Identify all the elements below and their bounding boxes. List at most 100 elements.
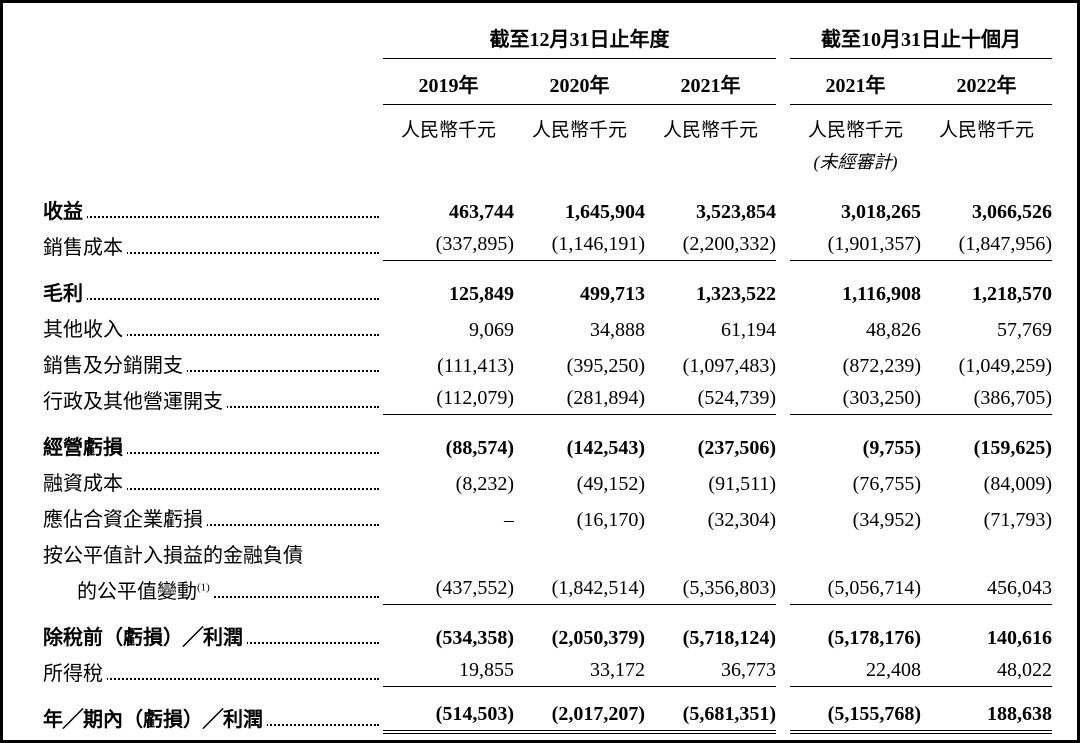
row-label: 銷售成本 bbox=[43, 237, 127, 259]
row-value: (1,842,514) bbox=[514, 568, 645, 604]
row-value: (395,250) bbox=[514, 342, 645, 378]
row-value: 140,616 bbox=[921, 614, 1052, 650]
row-value: (49,152) bbox=[514, 460, 645, 496]
row-value: 125,849 bbox=[383, 270, 514, 306]
row-label: 應佔合資企業虧損 bbox=[43, 509, 207, 531]
row-value: (337,895) bbox=[383, 224, 514, 260]
unit-col-0: 人民幣千元 bbox=[401, 120, 496, 141]
table-row: 行政及其他營運開支(112,079)(281,894)(524,739)(303… bbox=[43, 378, 1052, 414]
row-value: 22,408 bbox=[790, 650, 921, 686]
table-row: 的公平值變動(1)(437,552)(1,842,514)(5,356,803)… bbox=[43, 568, 1052, 604]
table-row: 銷售及分銷開支(111,413)(395,250)(1,097,483)(872… bbox=[43, 342, 1052, 378]
row-label: 融資成本 bbox=[43, 473, 127, 495]
row-value: 34,888 bbox=[514, 306, 645, 342]
row-value: (111,413) bbox=[383, 342, 514, 378]
row-value: 188,638 bbox=[921, 696, 1052, 732]
row-label-cell: 年╱期內（虧損）╱利潤 bbox=[43, 696, 383, 732]
row-value: 1,218,570 bbox=[921, 270, 1052, 306]
row-label: 毛利 bbox=[43, 283, 87, 305]
row-value bbox=[921, 532, 1052, 568]
row-value: 48,022 bbox=[921, 650, 1052, 686]
row-label: 經營虧損 bbox=[43, 437, 127, 459]
year-col-2: 2021年 bbox=[681, 75, 741, 97]
table-row: 融資成本 (8,232)(49,152)(91,511) (76,755)(84,0… bbox=[43, 460, 1052, 496]
row-label-cell: 經營虧損 bbox=[43, 424, 383, 460]
period-header-row: 截至12月31日止年度 截至10月31日止十個月 bbox=[43, 23, 1052, 59]
period-header-1: 截至12月31日止年度 bbox=[490, 29, 670, 51]
row-value: 1,323,522 bbox=[645, 270, 776, 306]
unit-col-1: 人民幣千元 bbox=[532, 120, 627, 141]
table-row: 年╱期內（虧損）╱利潤(514,503)(2,017,207)(5,681,35… bbox=[43, 696, 1052, 732]
row-label: 銷售及分銷開支 bbox=[43, 355, 187, 377]
row-label: 除稅前（虧損）╱利潤 bbox=[43, 627, 247, 649]
year-col-1: 2020年 bbox=[550, 75, 610, 97]
row-label-cell: 應佔合資企業虧損 bbox=[43, 496, 383, 532]
row-value bbox=[645, 532, 776, 568]
row-value: 3,066,526 bbox=[921, 188, 1052, 224]
row-label-cell: 收益 bbox=[43, 188, 383, 224]
row-label-cell: 按公平值計入損益的金融負債 bbox=[43, 532, 383, 568]
table-row: 除稅前（虧損）╱利潤(534,358)(2,050,379)(5,718,124… bbox=[43, 614, 1052, 650]
row-value: (76,755) bbox=[790, 460, 921, 496]
table-row: 其他收入9,06934,88861,19448,82657,769 bbox=[43, 306, 1052, 342]
row-value: (237,506) bbox=[645, 424, 776, 460]
unit-col-2: 人民幣千元 bbox=[663, 120, 758, 141]
row-value: (142,543) bbox=[514, 424, 645, 460]
row-value: 57,769 bbox=[921, 306, 1052, 342]
row-value: 1,116,908 bbox=[790, 270, 921, 306]
row-value: (2,017,207) bbox=[514, 696, 645, 732]
table-row: 銷售成本 (337,895)(1,146,191)(2,200,332) (1,90… bbox=[43, 224, 1052, 260]
row-value: 9,069 bbox=[383, 306, 514, 342]
row-value: (5,681,351) bbox=[645, 696, 776, 732]
income-statement-table: 截至12月31日止年度 截至10月31日止十個月 2019年 2020年 202… bbox=[43, 23, 1052, 734]
row-label: 行政及其他營運開支 bbox=[43, 391, 227, 413]
row-label-cell: 的公平值變動(1) bbox=[43, 568, 383, 604]
row-value: 36,773 bbox=[645, 650, 776, 686]
row-label-cell: 行政及其他營運開支 bbox=[43, 378, 383, 414]
row-value: (32,304) bbox=[645, 496, 776, 532]
row-label-cell: 所得稅 bbox=[43, 650, 383, 686]
row-value: (1,049,259) bbox=[921, 342, 1052, 378]
row-value: (71,793) bbox=[921, 496, 1052, 532]
row-label: 收益 bbox=[43, 201, 87, 223]
row-value: (1,097,483) bbox=[645, 342, 776, 378]
year-header-row: 2019年 2020年 2021年 2021年 2022年 bbox=[43, 59, 1052, 105]
row-value: (16,170) bbox=[514, 496, 645, 532]
row-value: (1,901,357) bbox=[790, 224, 921, 260]
row-label: 按公平值計入損益的金融負債 bbox=[43, 545, 307, 567]
row-value: (1,146,191) bbox=[514, 224, 645, 260]
row-value: (5,178,176) bbox=[790, 614, 921, 650]
row-label-cell: 銷售成本 bbox=[43, 224, 383, 260]
row-value: 33,172 bbox=[514, 650, 645, 686]
row-value: (514,503) bbox=[383, 696, 514, 732]
row-value: (2,200,332) bbox=[645, 224, 776, 260]
unit-col-3: 人民幣千元 bbox=[808, 120, 903, 141]
unit-col-4: 人民幣千元 bbox=[939, 120, 1034, 141]
row-value: 499,713 bbox=[514, 270, 645, 306]
row-label: 所得稅 bbox=[43, 663, 107, 685]
row-value: (159,625) bbox=[921, 424, 1052, 460]
year-col-4: 2022年 bbox=[957, 75, 1017, 97]
row-value: (9,755) bbox=[790, 424, 921, 460]
table-row: 毛利 125,849499,7131,323,522 1,116,9081,218,… bbox=[43, 270, 1052, 306]
row-label-cell: 銷售及分銷開支 bbox=[43, 342, 383, 378]
unaudited-note-row: (未經審計) bbox=[43, 146, 1052, 188]
row-value: (524,739) bbox=[645, 378, 776, 414]
row-value: (281,894) bbox=[514, 378, 645, 414]
year-col-0: 2019年 bbox=[419, 75, 479, 97]
row-value: (5,155,768) bbox=[790, 696, 921, 732]
row-value: (534,358) bbox=[383, 614, 514, 650]
row-value: (5,356,803) bbox=[645, 568, 776, 604]
row-value: (34,952) bbox=[790, 496, 921, 532]
row-value: (303,250) bbox=[790, 378, 921, 414]
row-value: (1,847,956) bbox=[921, 224, 1052, 260]
unit-header-row: 人民幣千元 人民幣千元 人民幣千元 人民幣千元 人民幣千元 bbox=[43, 105, 1052, 147]
row-label: 其他收入 bbox=[43, 319, 127, 341]
row-value: (84,009) bbox=[921, 460, 1052, 496]
row-value: 61,194 bbox=[645, 306, 776, 342]
financial-statement-table: 截至12月31日止年度 截至10月31日止十個月 2019年 2020年 202… bbox=[0, 0, 1080, 743]
row-label-cell: 其他收入 bbox=[43, 306, 383, 342]
row-value: (8,232) bbox=[383, 460, 514, 496]
row-value: (91,511) bbox=[645, 460, 776, 496]
row-value: – bbox=[383, 496, 514, 532]
